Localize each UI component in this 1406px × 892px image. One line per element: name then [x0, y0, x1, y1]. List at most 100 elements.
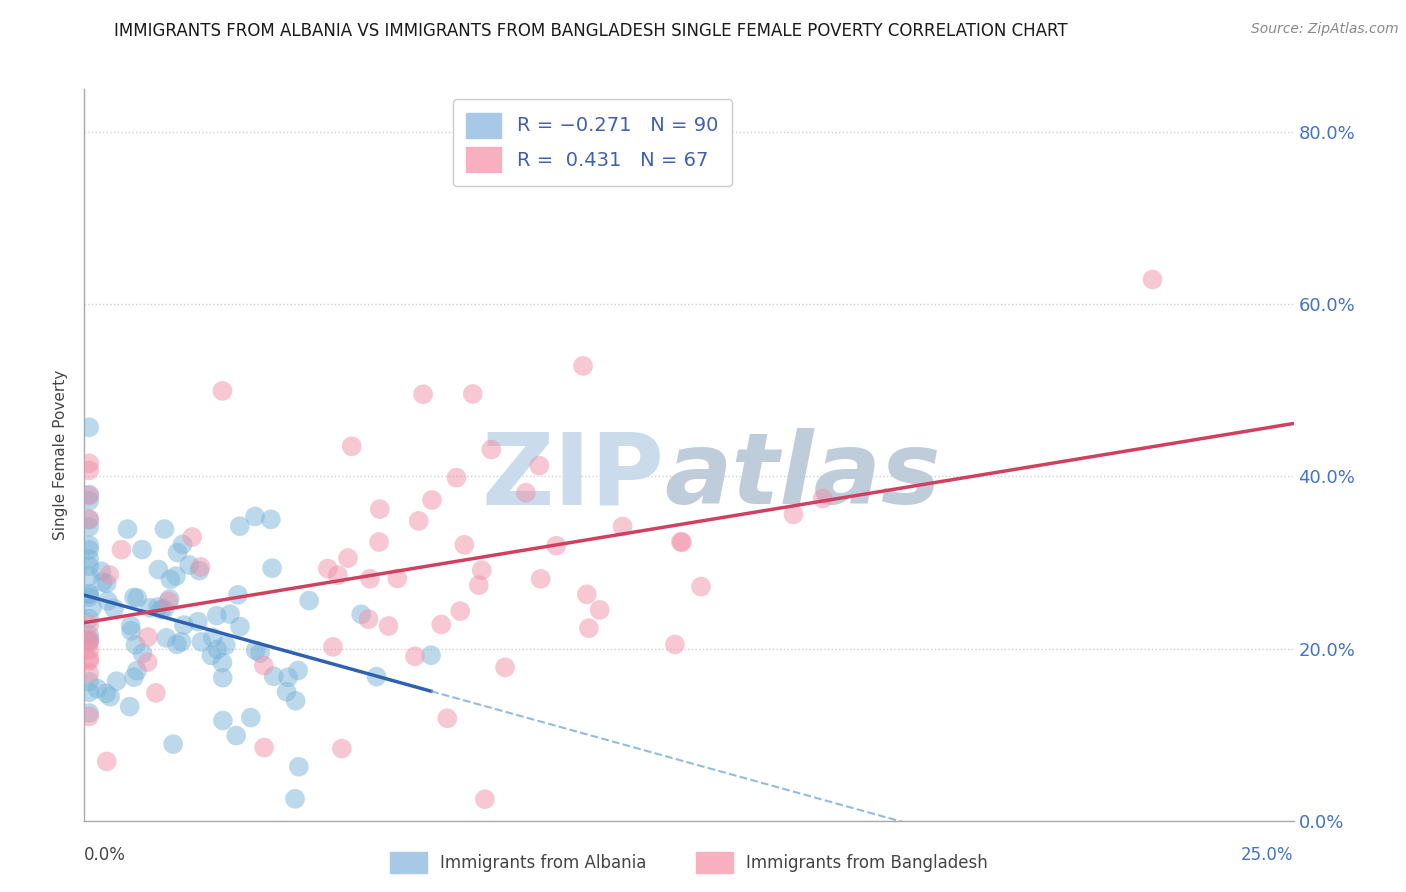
- Text: atlas: atlas: [665, 428, 941, 525]
- Point: [173, 618, 195, 632]
- Point: [225, 729, 247, 743]
- Point: [165, 569, 187, 583]
- Point: [546, 539, 568, 553]
- Point: [212, 714, 235, 728]
- Point: [145, 686, 167, 700]
- Point: [77, 617, 100, 632]
- Point: [229, 619, 252, 633]
- Point: [588, 603, 610, 617]
- Point: [211, 384, 233, 398]
- Text: Source: ZipAtlas.com: Source: ZipAtlas.com: [1251, 22, 1399, 37]
- Point: [77, 586, 100, 600]
- Point: [211, 671, 233, 685]
- Point: [82, 600, 104, 615]
- Point: [77, 542, 100, 557]
- Point: [330, 741, 353, 756]
- Point: [77, 513, 100, 527]
- Point: [260, 561, 283, 575]
- Point: [515, 485, 537, 500]
- Point: [446, 471, 468, 485]
- Point: [671, 535, 693, 549]
- Point: [77, 559, 100, 574]
- Point: [229, 519, 252, 533]
- Point: [474, 792, 496, 806]
- Point: [263, 669, 285, 683]
- Point: [284, 694, 307, 708]
- Point: [122, 670, 145, 684]
- Point: [77, 456, 100, 470]
- Point: [479, 442, 502, 457]
- Y-axis label: Single Female Poverty: Single Female Poverty: [53, 370, 69, 540]
- Point: [77, 685, 100, 699]
- Point: [284, 791, 307, 805]
- Point: [408, 514, 430, 528]
- Point: [811, 491, 834, 506]
- Point: [122, 591, 145, 605]
- Point: [77, 512, 100, 526]
- Point: [170, 634, 193, 648]
- Point: [148, 563, 170, 577]
- Point: [77, 651, 100, 665]
- Point: [420, 648, 443, 663]
- Point: [136, 630, 159, 644]
- Point: [166, 545, 188, 559]
- Point: [98, 567, 121, 582]
- Point: [340, 439, 363, 453]
- Point: [148, 599, 170, 614]
- Point: [249, 646, 271, 660]
- Point: [179, 558, 201, 572]
- Point: [219, 607, 242, 621]
- Point: [260, 512, 283, 526]
- Point: [117, 522, 139, 536]
- Point: [96, 576, 118, 591]
- Text: 25.0%: 25.0%: [1241, 847, 1294, 864]
- Text: ZIP: ZIP: [482, 428, 665, 525]
- Point: [190, 635, 212, 649]
- Point: [277, 670, 299, 684]
- Point: [253, 740, 276, 755]
- Point: [201, 631, 224, 645]
- Point: [245, 643, 267, 657]
- Point: [1142, 272, 1164, 286]
- Point: [96, 686, 118, 700]
- Point: [77, 709, 100, 723]
- Point: [77, 420, 100, 434]
- Text: IMMIGRANTS FROM ALBANIA VS IMMIGRANTS FROM BANGLADESH SINGLE FEMALE POVERTY CORR: IMMIGRANTS FROM ALBANIA VS IMMIGRANTS FR…: [114, 22, 1067, 40]
- Point: [77, 674, 100, 689]
- Point: [77, 493, 100, 508]
- Point: [205, 608, 228, 623]
- Point: [404, 649, 426, 664]
- Point: [77, 463, 100, 477]
- Point: [494, 660, 516, 674]
- Point: [287, 664, 309, 678]
- Point: [578, 621, 600, 635]
- Point: [529, 458, 551, 473]
- Point: [243, 509, 266, 524]
- Point: [316, 561, 339, 575]
- Point: [77, 666, 100, 681]
- Point: [468, 578, 491, 592]
- Point: [326, 568, 349, 582]
- Point: [471, 563, 494, 577]
- Point: [664, 638, 686, 652]
- Point: [215, 638, 238, 652]
- Point: [77, 538, 100, 552]
- Point: [530, 572, 553, 586]
- Point: [86, 681, 108, 696]
- Point: [159, 573, 181, 587]
- Point: [453, 538, 475, 552]
- Point: [190, 560, 212, 574]
- Point: [127, 591, 149, 605]
- Legend: R = −0.271   N = 90, R =  0.431   N = 67: R = −0.271 N = 90, R = 0.431 N = 67: [453, 99, 731, 186]
- Point: [157, 594, 180, 608]
- Point: [368, 535, 391, 549]
- Point: [368, 502, 391, 516]
- Point: [90, 564, 112, 578]
- Point: [782, 508, 804, 522]
- Point: [387, 571, 409, 585]
- Point: [103, 601, 125, 615]
- Point: [298, 593, 321, 607]
- Point: [77, 487, 100, 501]
- Point: [181, 530, 204, 544]
- Point: [77, 611, 100, 625]
